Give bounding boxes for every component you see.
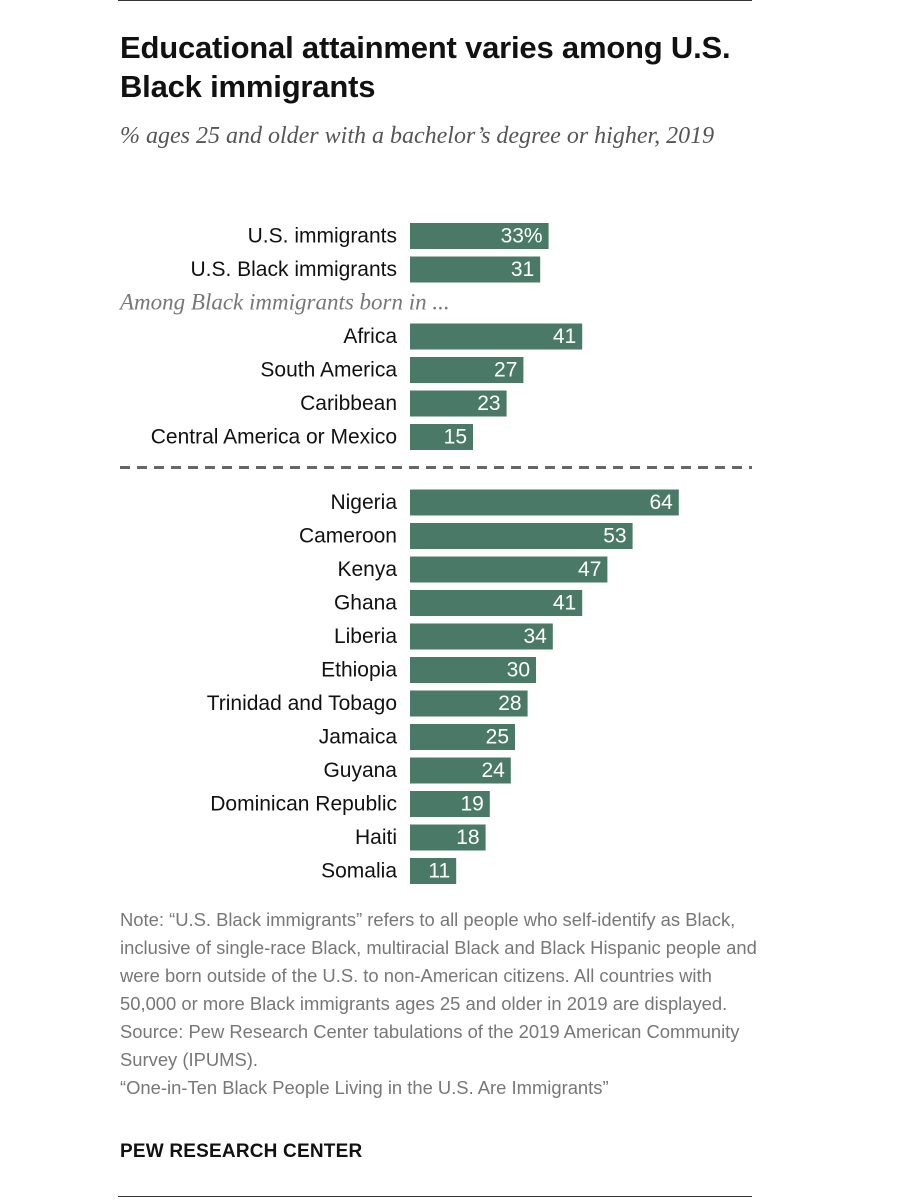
category-label-trinidad-and-tobago: Trinidad and Tobago — [207, 692, 397, 715]
category-label-ethiopia: Ethiopia — [321, 659, 397, 682]
value-label-cameroon: 53 — [603, 525, 626, 548]
category-label-ghana: Ghana — [334, 592, 397, 615]
category-label-guyana: Guyana — [323, 759, 397, 782]
category-label-somalia: Somalia — [321, 860, 397, 883]
source-text: Source: Pew Research Center tabulations … — [120, 1021, 740, 1070]
value-label-kenya: 47 — [578, 558, 601, 581]
value-label-u-s-black-immigrants: 31 — [511, 258, 534, 281]
report-title: “One-in-Ten Black People Living in the U… — [120, 1077, 609, 1098]
value-label-trinidad-and-tobago: 28 — [498, 692, 521, 715]
bar-jamaica — [410, 724, 515, 750]
category-label-africa: Africa — [343, 325, 397, 348]
bar-africa — [410, 323, 583, 350]
value-label-ethiopia: 30 — [507, 659, 530, 682]
category-label-u-s-immigrants: U.S. immigrants — [248, 225, 397, 248]
bar-south-america — [410, 357, 524, 383]
category-label-liberia: Liberia — [334, 625, 397, 648]
note-text: Note: “U.S. Black immigrants” refers to … — [120, 909, 757, 1014]
category-label-dominican-republic: Dominican Republic — [210, 793, 397, 816]
bar-liberia — [410, 623, 553, 650]
bar-somalia — [410, 858, 457, 884]
group-heading: Among Black immigrants born in ... — [118, 289, 450, 314]
bar-haiti — [410, 824, 486, 851]
bar-caribbean — [410, 390, 507, 417]
bar-trinidad-and-tobago — [410, 690, 528, 717]
bar-kenya — [410, 556, 608, 583]
value-label-haiti: 18 — [456, 826, 479, 849]
bar-dominican-republic — [410, 791, 490, 817]
value-label-africa: 41 — [553, 325, 576, 348]
bar-chart: U.S. immigrants 33% U.S. Black immigrants 3… — [118, 223, 752, 884]
category-label-jamaica: Jamaica — [319, 726, 398, 749]
bar-central-america-or-mexico — [410, 424, 473, 450]
bar-ghana — [410, 590, 583, 616]
top-rule — [118, 0, 752, 1]
value-label-u-s-immigrants: 33% — [501, 225, 543, 248]
category-label-u-s-black-immigrants: U.S. Black immigrants — [190, 258, 397, 281]
bottom-rule — [118, 1196, 752, 1197]
bar-u-s-immigrants — [410, 223, 549, 249]
value-label-nigeria: 64 — [649, 491, 673, 514]
category-label-kenya: Kenya — [337, 558, 397, 581]
value-label-jamaica: 25 — [486, 726, 509, 749]
brand-logo-text: PEW RESEARCH CENTER — [120, 1141, 363, 1162]
bar-ethiopia — [410, 657, 536, 683]
category-label-central-america-or-mexico: Central America or Mexico — [151, 426, 397, 449]
bar-cameroon — [410, 523, 633, 549]
value-label-somalia: 11 — [428, 860, 450, 883]
value-label-south-america: 27 — [494, 359, 517, 382]
category-label-nigeria: Nigeria — [330, 491, 397, 514]
chart-notes: Note: “U.S. Black immigrants” refers to … — [120, 906, 760, 1102]
bar-u-s-black-immigrants — [410, 256, 541, 283]
value-label-ghana: 41 — [553, 592, 576, 615]
chart-subtitle: % ages 25 and older with a bachelor’s de… — [120, 123, 715, 149]
category-label-cameroon: Cameroon — [299, 525, 397, 548]
value-label-caribbean: 23 — [477, 392, 500, 415]
value-label-dominican-republic: 19 — [460, 793, 483, 816]
bar-nigeria — [410, 489, 679, 516]
category-label-south-america: South America — [260, 359, 397, 382]
value-label-liberia: 34 — [523, 625, 547, 648]
value-label-guyana: 24 — [481, 759, 505, 782]
value-label-central-america-or-mexico: 15 — [444, 426, 467, 449]
bar-guyana — [410, 757, 511, 784]
category-label-haiti: Haiti — [355, 826, 397, 849]
category-label-caribbean: Caribbean — [300, 392, 397, 415]
chart-title: Educational attainment varies among U.S.… — [120, 30, 731, 104]
